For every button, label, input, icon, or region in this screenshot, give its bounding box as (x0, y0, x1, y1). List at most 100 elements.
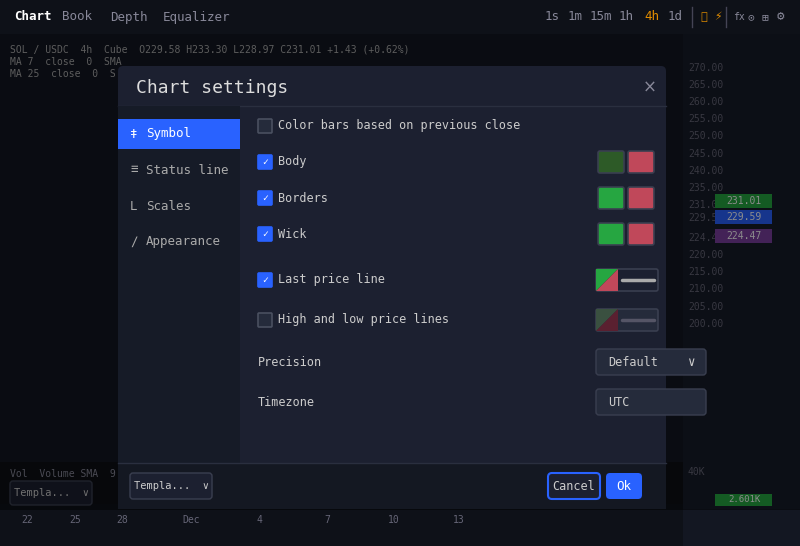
Text: 270.00: 270.00 (688, 63, 723, 73)
Text: ✓: ✓ (262, 193, 268, 203)
Text: ✓: ✓ (262, 275, 268, 285)
FancyBboxPatch shape (598, 187, 624, 209)
Text: Ok: Ok (617, 479, 631, 492)
Text: 15m: 15m (590, 10, 613, 23)
FancyBboxPatch shape (628, 223, 654, 245)
Text: 25: 25 (69, 515, 81, 525)
Text: 1s: 1s (545, 10, 560, 23)
Text: ⚙: ⚙ (777, 10, 785, 23)
Text: Precision: Precision (258, 355, 322, 369)
FancyBboxPatch shape (10, 481, 92, 505)
FancyBboxPatch shape (606, 473, 642, 499)
Text: 7: 7 (324, 515, 330, 525)
Text: 240.00: 240.00 (688, 166, 723, 176)
Text: MA 25  close  0  S: MA 25 close 0 S (10, 69, 116, 79)
Bar (0, 462, 683, 504)
Text: 235.00: 235.00 (688, 183, 723, 193)
Bar (715, 229, 772, 243)
Text: 229.59: 229.59 (688, 213, 723, 223)
FancyBboxPatch shape (596, 269, 658, 291)
Text: Status line: Status line (146, 163, 229, 176)
Text: Depth: Depth (110, 10, 147, 23)
Text: 255.00: 255.00 (688, 114, 723, 124)
Text: Vol  Volume SMA  9  2.0...: Vol Volume SMA 9 2.0... (10, 469, 162, 479)
Text: SOL / USDC  4h  Cube  O229.58 H233.30 L228.97 C231.01 +1.43 (+0.62%): SOL / USDC 4h Cube O229.58 H233.30 L228.… (10, 45, 410, 55)
Text: MA 7  close  0  SMA: MA 7 close 0 SMA (10, 57, 122, 67)
Text: ✓: ✓ (262, 229, 268, 239)
Text: Appearance: Appearance (146, 235, 221, 248)
Bar (0, 0, 800, 34)
Text: 224.47: 224.47 (726, 231, 762, 241)
Text: ∕: ∕ (130, 235, 138, 248)
Bar (683, 34, 800, 509)
Bar (118, 119, 240, 149)
Text: Dec: Dec (182, 515, 200, 525)
FancyBboxPatch shape (628, 151, 654, 173)
Polygon shape (596, 269, 618, 291)
Text: 10: 10 (388, 515, 400, 525)
Text: ≡: ≡ (130, 163, 138, 176)
Text: 1d: 1d (668, 10, 683, 23)
Text: Wick: Wick (278, 228, 306, 240)
Text: 2.601K: 2.601K (728, 496, 760, 505)
Bar (0, 34, 683, 474)
Text: UTC: UTC (608, 395, 630, 408)
Text: Chart settings: Chart settings (136, 79, 288, 97)
Text: Templa...  ∨: Templa... ∨ (14, 488, 90, 498)
Polygon shape (596, 269, 618, 291)
Text: Symbol: Symbol (146, 128, 191, 140)
Text: 224.47: 224.47 (688, 233, 723, 243)
Text: 205.00: 205.00 (688, 302, 723, 312)
Text: Borders: Borders (278, 192, 328, 205)
Text: ×: × (643, 79, 657, 97)
Text: 40K: 40K (688, 467, 706, 477)
Bar (118, 106, 240, 509)
Text: 215.00: 215.00 (688, 267, 723, 277)
FancyBboxPatch shape (596, 389, 706, 415)
Text: L: L (130, 199, 138, 212)
Bar (0, 504, 683, 546)
Text: Last price line: Last price line (278, 274, 385, 287)
Text: 200.00: 200.00 (688, 319, 723, 329)
Text: 28: 28 (116, 515, 128, 525)
Text: 1h: 1h (619, 10, 634, 23)
Text: Equalizer: Equalizer (163, 10, 230, 23)
FancyBboxPatch shape (258, 119, 272, 133)
Text: ⊙: ⊙ (748, 12, 754, 22)
Text: Scales: Scales (146, 199, 191, 212)
FancyBboxPatch shape (596, 349, 706, 375)
Text: 220.00: 220.00 (688, 250, 723, 260)
Text: ⚡: ⚡ (714, 10, 722, 23)
Text: ∨: ∨ (688, 355, 696, 369)
Bar (0, 34, 800, 510)
FancyBboxPatch shape (548, 473, 600, 499)
FancyBboxPatch shape (258, 313, 272, 327)
FancyBboxPatch shape (628, 187, 654, 209)
Text: 4h: 4h (644, 10, 659, 23)
Text: ⬛: ⬛ (700, 12, 706, 22)
Text: Default: Default (608, 355, 658, 369)
Text: Cancel: Cancel (553, 479, 595, 492)
FancyBboxPatch shape (130, 473, 212, 499)
Text: 265.00: 265.00 (688, 80, 723, 90)
Bar (683, 462, 800, 504)
Text: Timezone: Timezone (258, 395, 315, 408)
Text: Templa...  ∨: Templa... ∨ (134, 481, 209, 491)
FancyBboxPatch shape (258, 155, 272, 169)
FancyBboxPatch shape (258, 191, 272, 205)
FancyBboxPatch shape (596, 309, 658, 331)
Polygon shape (596, 309, 618, 331)
Text: Book: Book (62, 10, 92, 23)
Bar (715, 210, 772, 224)
Text: ✓: ✓ (262, 157, 268, 167)
Bar (118, 463, 666, 509)
Text: 210.00: 210.00 (688, 284, 723, 294)
Text: 13: 13 (453, 515, 465, 525)
FancyBboxPatch shape (598, 223, 624, 245)
Bar (715, 494, 772, 506)
FancyBboxPatch shape (118, 66, 666, 509)
Text: ǂ: ǂ (130, 128, 138, 140)
Text: 231.01: 231.01 (688, 200, 723, 210)
Text: 229.59: 229.59 (726, 212, 762, 222)
Text: 4: 4 (256, 515, 262, 525)
